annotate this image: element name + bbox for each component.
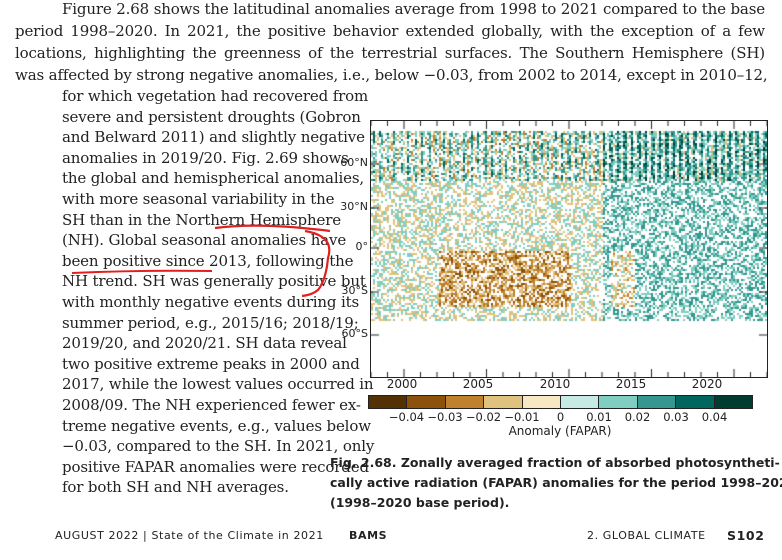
text-line: 2019/20, and 2020/21. SH data reveal xyxy=(62,334,347,353)
heatmap-cells xyxy=(371,121,767,377)
text-line: treme negative events, e.g., values belo… xyxy=(62,416,371,435)
text-line: locations, highlighting the greenness of… xyxy=(15,44,765,62)
colorbar-swatch xyxy=(407,396,446,408)
text-line: 2008/09. The NH experienced fewer ex- xyxy=(62,396,361,414)
colorbar-tick-label: 0 xyxy=(556,410,565,424)
figure-caption: Fig. 2.68. Zonally averaged fraction of … xyxy=(330,455,780,470)
text-line: the global and hemispherical anomalies, xyxy=(62,169,365,188)
footer-issue: AUGUST 2022 | State of the Climate in 20… xyxy=(55,529,324,542)
y-tick-label: 30°N xyxy=(340,200,368,213)
colorbar-swatch xyxy=(599,396,638,408)
colorbar-tick-label: −0.02 xyxy=(465,410,502,424)
colorbar-tick-label: 0.03 xyxy=(663,410,689,424)
text-line: for which vegetation had recovered from xyxy=(62,87,369,105)
heatmap-plot-area xyxy=(370,120,768,378)
text-line: and Belward 2011) and slightly negative xyxy=(62,128,365,147)
colorbar-tick-label: 0.04 xyxy=(701,410,728,424)
footer-journal: BAMS xyxy=(349,529,388,542)
text-line: two positive extreme peaks in 2000 and xyxy=(62,354,360,373)
x-tick-label: 2005 xyxy=(462,377,494,391)
x-tick-label: 2010 xyxy=(539,377,571,391)
y-tick-label: 60°N xyxy=(340,156,368,169)
y-tick-label: 60°S xyxy=(341,327,368,340)
colorbar-swatch xyxy=(369,396,408,408)
colorbar-tick-label: 0.02 xyxy=(624,410,651,424)
text-line: 2017, while the lowest values occurred i… xyxy=(62,375,374,394)
colorbar-swatch xyxy=(637,396,677,408)
text-line: −0.03, compared to the SH. In 2021, only xyxy=(62,437,375,456)
colorbar-tick-label: −0.03 xyxy=(427,410,463,424)
colorbar-tick-label: −0.01 xyxy=(504,410,540,424)
text-line: (NH). Global seasonal anomalies have xyxy=(62,231,347,250)
text-line: summer period, e.g., 2015/16; 2018/19; xyxy=(62,313,359,332)
y-tick-label: 30°S xyxy=(341,284,368,297)
text-line: anomalies in 2019/20. Fig. 2.69 shows xyxy=(62,148,349,167)
x-tick-label: 2015 xyxy=(615,377,647,391)
text-line: for both SH and NH averages. xyxy=(62,478,289,497)
colorbar-swatch xyxy=(714,396,753,408)
figure-caption: cally active radiation (FAPAR) anomalies… xyxy=(330,475,782,490)
footer-section: 2. GLOBAL CLIMATE xyxy=(587,529,706,542)
colorbar-tick-label: 0.01 xyxy=(586,410,612,424)
text-line: with monthly negative events during its xyxy=(62,293,360,311)
text-line: was affected by strong negative anomalie… xyxy=(15,66,768,84)
figure-caption: (1998–2020 base period). xyxy=(330,495,510,510)
footer-page-number: S102 xyxy=(727,528,765,543)
colorbar-swatch xyxy=(484,396,523,408)
text-line: period 1998–2020. In 2021, the positive … xyxy=(15,22,765,40)
colorbar-swatch xyxy=(445,396,485,408)
x-tick-label: 2000 xyxy=(386,377,418,391)
text-line: SH than in the Northern Hemisphere xyxy=(62,210,341,229)
text-line: positive FAPAR anomalies were recorded xyxy=(62,457,369,476)
text-line: with more seasonal variability in the xyxy=(62,190,335,208)
colorbar-tick-label: −0.04 xyxy=(388,410,425,424)
x-tick-label: 2020 xyxy=(691,377,723,391)
text-line: Figure 2.68 shows the latitudinal anomal… xyxy=(62,0,765,18)
text-line: severe and persistent droughts (Gobron xyxy=(62,107,361,126)
colorbar-swatch xyxy=(676,396,715,408)
colorbar-label: Anomaly (FAPAR) xyxy=(508,424,612,438)
y-tick-label: 0° xyxy=(355,240,369,253)
colorbar xyxy=(368,395,753,409)
colorbar-swatch xyxy=(522,396,562,408)
text-line: been positive since 2013, following the xyxy=(62,251,354,270)
colorbar-swatch xyxy=(561,396,600,408)
text-line: NH trend. SH was generally positive but xyxy=(62,272,366,291)
